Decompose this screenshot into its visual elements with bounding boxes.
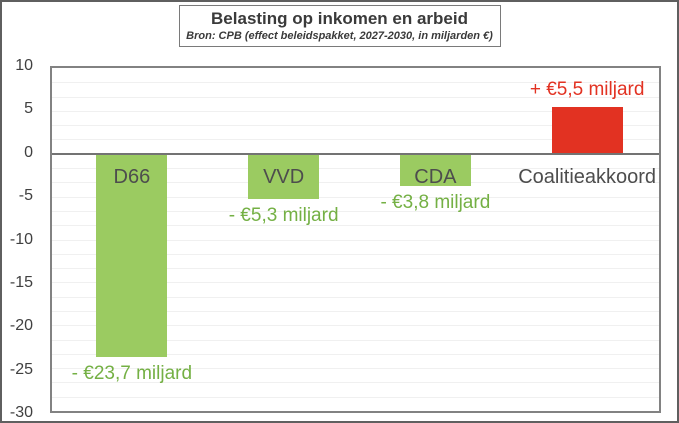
gridline [52, 282, 659, 284]
gridline [52, 310, 659, 312]
bar-category-label: D66 [113, 165, 151, 188]
bar-d66 [96, 153, 168, 357]
gridline [52, 182, 659, 184]
bar-value-label: - €23,7 miljard [71, 362, 193, 384]
y-axis-tick-label: 5 [24, 100, 33, 118]
bar-vvd [248, 153, 320, 200]
y-axis-tick-label: 0 [24, 143, 33, 161]
gridline [52, 382, 659, 384]
bar-value-label: - €3,8 miljard [380, 192, 491, 214]
plot-area: D66 - €23,7 miljard VVD - €5,3 miljard CDA - … [50, 66, 661, 413]
gridline [52, 139, 659, 141]
bar-category-label: Coalitieakkoord [518, 165, 657, 188]
gridline [52, 125, 659, 127]
gridline [52, 353, 659, 355]
gridline [52, 82, 659, 84]
zero-line [52, 152, 659, 155]
bar-category-label: VVD [263, 165, 305, 188]
y-axis-tick-label: -25 [9, 360, 33, 378]
gridline [52, 225, 659, 227]
y-axis: 10 5 0 -5 -10 -15 -20 -25 -30 [2, 57, 33, 421]
gridline [52, 239, 659, 241]
gridline [52, 396, 659, 398]
y-axis-tick-label: -20 [9, 317, 33, 335]
bar-value-label: - €5,3 miljard [228, 205, 339, 227]
y-axis-tick-label: -10 [9, 230, 33, 248]
bar-cda [399, 153, 471, 187]
gridline [52, 210, 659, 212]
chart-title-box: Belasting op inkomen en arbeid Bron: CPB… [178, 5, 501, 47]
gridline [52, 368, 659, 370]
bar-coalitieakkoord [551, 106, 623, 154]
gridline [52, 96, 659, 98]
gridline [52, 339, 659, 341]
gridline [52, 296, 659, 298]
gridline [52, 253, 659, 255]
bar-value-label: + €5,5 miljard [529, 78, 645, 100]
y-axis-tick-label: -30 [9, 404, 33, 421]
gridline [52, 168, 659, 170]
gridline [52, 110, 659, 112]
gridline [52, 325, 659, 327]
chart-title: Belasting op inkomen en arbeid [211, 9, 468, 28]
gridline [52, 196, 659, 198]
chart-subtitle: Bron: CPB (effect beleidspakket, 2027-20… [186, 30, 493, 42]
y-axis-tick-label: -15 [9, 273, 33, 291]
gridline [52, 268, 659, 270]
y-axis-tick-label: 10 [15, 57, 33, 74]
bar-category-label: CDA [414, 165, 457, 188]
y-axis-tick-label: -5 [18, 187, 33, 205]
